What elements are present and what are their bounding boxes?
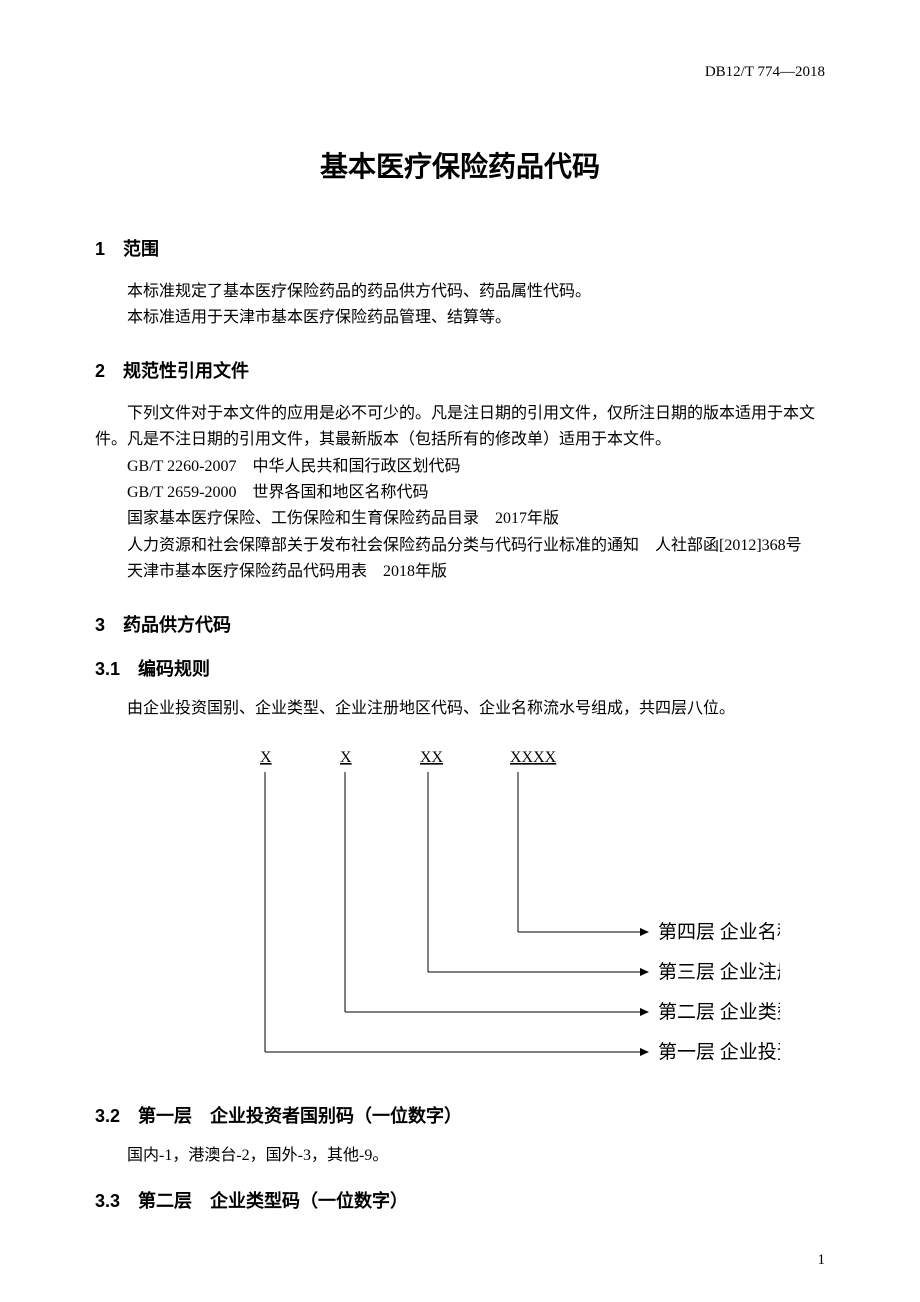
svg-text:XX: XX xyxy=(420,749,444,766)
section-2-ref-1: GB/T 2260-2007 中华人民共和国行政区划代码 xyxy=(127,454,825,480)
section-3-heading: 3 药品供方代码 xyxy=(95,611,825,637)
section-2-ref-4: 人力资源和社会保障部关于发布社会保险药品分类与代码行业标准的通知 人社部函[20… xyxy=(127,533,825,559)
page-number: 1 xyxy=(818,1252,826,1269)
subsection-3-2-title: 第一层 企业投资者国别码（一位数字） xyxy=(138,1106,462,1126)
subsection-3-3-num: 3.3 xyxy=(95,1191,120,1211)
svg-text:X: X xyxy=(340,749,352,766)
section-1-num: 1 xyxy=(95,239,105,259)
section-3-title: 药品供方代码 xyxy=(123,615,231,635)
svg-text:X: X xyxy=(260,749,272,766)
svg-text:XXXX: XXXX xyxy=(510,749,557,766)
section-1-heading: 1 范围 xyxy=(95,235,825,261)
svg-text:第四层 企业名称流水号: 第四层 企业名称流水号 xyxy=(658,921,780,943)
subsection-3-3-title: 第二层 企业类型码（一位数字） xyxy=(138,1191,408,1211)
doc-code: DB12/T 774—2018 xyxy=(705,64,825,81)
section-2-title: 规范性引用文件 xyxy=(123,361,249,381)
code-structure-diagram: XXXXXXXX第四层 企业名称流水号第三层 企业注册地区代码第二层 企业类型第… xyxy=(95,742,825,1077)
section-1-para-2: 本标准适用于天津市基本医疗保险药品管理、结算等。 xyxy=(95,305,825,331)
subsection-3-2-para: 国内-1，港澳台-2，国外-3，其他-9。 xyxy=(95,1143,825,1169)
subsection-3-1-title: 编码规则 xyxy=(138,659,210,679)
subsection-3-3-heading: 3.3 第二层 企业类型码（一位数字） xyxy=(95,1187,825,1213)
svg-text:第二层 企业类型: 第二层 企业类型 xyxy=(658,1001,780,1023)
subsection-3-1-para: 由企业投资国别、企业类型、企业注册地区代码、企业名称流水号组成，共四层八位。 xyxy=(95,696,825,722)
section-1-para-1: 本标准规定了基本医疗保险药品的药品供方代码、药品属性代码。 xyxy=(95,279,825,305)
svg-text:第一层 企业投资国别: 第一层 企业投资国别 xyxy=(658,1041,780,1063)
page-title: 基本医疗保险药品代码 xyxy=(95,145,825,185)
section-1-title: 范围 xyxy=(123,239,159,259)
section-2-ref-5: 天津市基本医疗保险药品代码用表 2018年版 xyxy=(127,559,825,585)
section-3-num: 3 xyxy=(95,615,105,635)
section-2-heading: 2 规范性引用文件 xyxy=(95,357,825,383)
section-2-lead: 下列文件对于本文件的应用是必不可少的。凡是注日期的引用文件，仅所注日期的版本适用… xyxy=(95,401,825,454)
section-2-ref-3: 国家基本医疗保险、工伤保险和生育保险药品目录 2017年版 xyxy=(127,506,825,532)
subsection-3-2-num: 3.2 xyxy=(95,1106,120,1126)
section-2-num: 2 xyxy=(95,361,105,381)
subsection-3-1-heading: 3.1 编码规则 xyxy=(95,655,825,681)
svg-text:第三层 企业注册地区代码: 第三层 企业注册地区代码 xyxy=(658,961,780,983)
subsection-3-2-heading: 3.2 第一层 企业投资者国别码（一位数字） xyxy=(95,1102,825,1128)
section-2-ref-2: GB/T 2659-2000 世界各国和地区名称代码 xyxy=(127,480,825,506)
subsection-3-1-num: 3.1 xyxy=(95,659,120,679)
